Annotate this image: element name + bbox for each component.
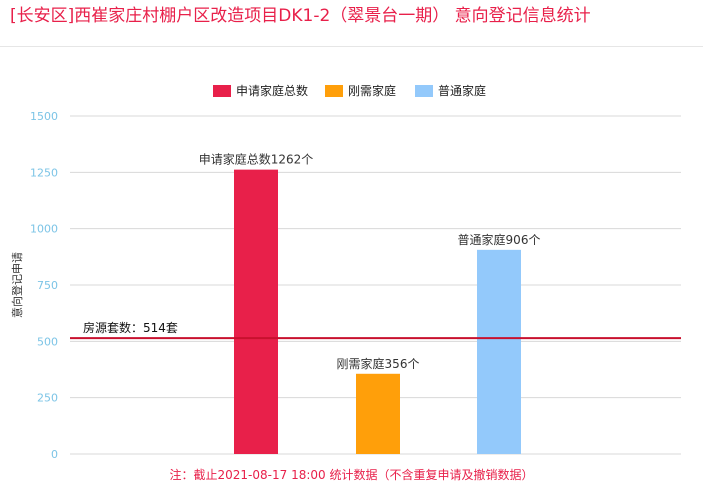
- y-tick-label: 1500: [30, 110, 58, 123]
- bar: [477, 249, 521, 454]
- bar: [356, 373, 400, 454]
- y-tick-label: 1250: [30, 166, 58, 179]
- bar: [234, 169, 278, 454]
- legend-label: 普通家庭: [438, 83, 486, 98]
- legend-label: 刚需家庭: [348, 83, 396, 98]
- y-tick-label: 1000: [30, 223, 58, 236]
- header-bar: [长安区]西崔家庄村棚户区改造项目DK1-2（翠景台一期） 意向登记信息统计: [0, 0, 703, 47]
- legend-label: 申请家庭总数: [236, 83, 308, 98]
- reference-line-label: 房源套数：514套: [83, 320, 178, 335]
- legend-swatch: [415, 85, 433, 97]
- page-title: [长安区]西崔家庄村棚户区改造项目DK1-2（翠景台一期） 意向登记信息统计: [10, 6, 591, 26]
- bar-data-label: 申请家庭总数1262个: [199, 152, 314, 167]
- y-axis-title: 意向登记申请: [10, 252, 24, 318]
- y-tick-label: 0: [51, 448, 58, 461]
- legend-swatch: [213, 85, 231, 97]
- y-tick-label: 500: [37, 335, 58, 348]
- y-tick-label: 250: [37, 392, 58, 405]
- footnote: 注：截止2021-08-17 18:00 统计数据（不含重复申请及撤销数据）: [169, 468, 534, 482]
- bar-data-label: 刚需家庭356个: [337, 356, 420, 371]
- y-tick-label: 750: [37, 279, 58, 292]
- legend-swatch: [325, 85, 343, 97]
- bar-data-label: 普通家庭906个: [458, 232, 541, 247]
